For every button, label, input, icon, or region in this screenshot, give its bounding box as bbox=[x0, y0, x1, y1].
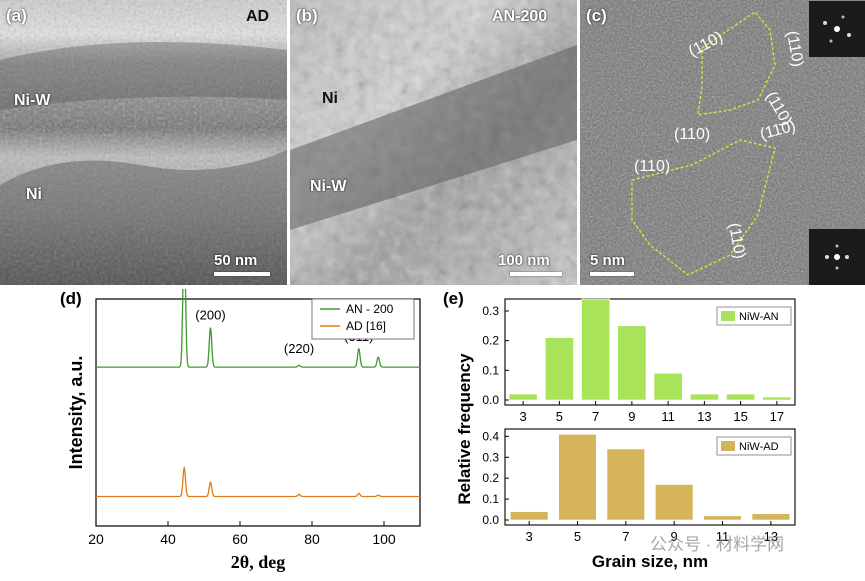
hist-x-tick-label: 3 bbox=[526, 529, 533, 544]
hrtem-image: (c) (110) (110) (110) (110) (110) (110) … bbox=[580, 0, 865, 285]
panel-a-scale-bar bbox=[214, 272, 270, 276]
hist-bar-an bbox=[581, 298, 611, 401]
panel-b-layer-niw: Ni-W bbox=[310, 178, 347, 195]
fft-inset-top bbox=[808, 0, 865, 58]
panel-b-tag: AN-200 bbox=[492, 8, 548, 25]
panel-a-layer-niw: Ni-W bbox=[14, 92, 51, 109]
grain-size-histograms: 0.0 0.1 0.2 0.3 3 5 7 9 11 13 15 17 NiW-AN 0.0 0.1 0.2 0… bbox=[455, 298, 796, 571]
hist-y-tick-label: 0.4 bbox=[482, 429, 499, 443]
hist-bar-ad bbox=[703, 515, 742, 521]
xrd-x-tick-label: 60 bbox=[232, 531, 248, 547]
hist-y-tick-label: 0.1 bbox=[482, 363, 499, 377]
hist-y-tick-label: 0.1 bbox=[482, 492, 499, 506]
grain-outline-lower bbox=[631, 139, 776, 276]
panel-c-label: (c) bbox=[586, 6, 607, 25]
hist-bar-an bbox=[762, 396, 792, 401]
hist-x-tick-label: 3 bbox=[520, 409, 527, 424]
panel-a-label: (a) bbox=[6, 6, 27, 25]
xrd-peak-label: (200) bbox=[195, 308, 225, 323]
hist-y-tick-label: 0.3 bbox=[482, 450, 499, 464]
hist-bar-an bbox=[653, 372, 683, 401]
panel-a-tag: AD bbox=[246, 8, 270, 25]
hist-bar-an bbox=[689, 393, 719, 401]
panel-b-layer-ni: Ni bbox=[322, 90, 338, 107]
panel-c-scale-bar bbox=[590, 272, 634, 276]
xrd-x-axis-label: 2θ, deg bbox=[231, 552, 285, 572]
hist-legend-swatch-ad bbox=[721, 441, 735, 451]
hist-bar-ad bbox=[558, 433, 597, 521]
hist-x-tick-label: 5 bbox=[556, 409, 563, 424]
hist-bar-an bbox=[508, 393, 538, 401]
hist-bar-ad bbox=[510, 511, 549, 521]
xrd-peak-label: (220) bbox=[284, 341, 314, 356]
hist-y-tick-label: 0.3 bbox=[482, 304, 499, 318]
panel-b-scale-bar bbox=[510, 272, 562, 276]
panel-a-scale-label: 50 nm bbox=[214, 252, 258, 269]
hist-bar-ad bbox=[751, 513, 790, 521]
panel-a-layer-ni: Ni bbox=[26, 186, 42, 203]
hist-x-tick-label: 13 bbox=[764, 529, 778, 544]
hist-y-tick-label: 0.0 bbox=[482, 393, 499, 407]
hist-x-tick-label: 7 bbox=[622, 529, 629, 544]
xrd-legend-box bbox=[311, 298, 415, 340]
hist-y-axis-label: Relative frequency bbox=[455, 353, 474, 505]
panel-b-scale-label: 100 nm bbox=[498, 252, 550, 269]
grain-outline-upper bbox=[697, 11, 776, 116]
tem-micrograph-an200 bbox=[290, 0, 577, 285]
hkl-label-6: (110) bbox=[634, 158, 671, 175]
tem-micrograph-ad bbox=[0, 0, 287, 285]
hist-x-tick-label: 11 bbox=[661, 409, 675, 424]
tem-image-ad: (a) AD Ni-W Ni 50 nm bbox=[0, 0, 287, 285]
panel-e-label: (e) bbox=[443, 289, 464, 308]
xrd-legend-entry: AN - 200 bbox=[346, 302, 394, 316]
hist-legend-box-ad bbox=[716, 436, 792, 456]
hist-legend-entry-ad: NiW-AD bbox=[739, 441, 779, 453]
tem-image-an200: (b) AN-200 Ni Ni-W 100 nm bbox=[290, 0, 577, 285]
hist-frame-ad bbox=[504, 428, 796, 526]
xrd-x-tick-label: 20 bbox=[88, 531, 104, 547]
hist-bar-an bbox=[544, 337, 574, 401]
xrd-series-line-an200 bbox=[96, 289, 420, 368]
hist-x-tick-label: 15 bbox=[733, 409, 747, 424]
hist-y-tick-label: 0.2 bbox=[482, 471, 499, 485]
xrd-x-tick-label: 80 bbox=[304, 531, 320, 547]
fft-inset-bottom bbox=[808, 228, 865, 285]
hist-x-tick-label: 11 bbox=[716, 529, 730, 544]
hist-y-tick-label: 0.2 bbox=[482, 334, 499, 348]
hist-x-tick-label: 9 bbox=[628, 409, 635, 424]
watermark-text: 公众号 · 材料学网 bbox=[650, 535, 785, 554]
hist-legend-entry-an: NiW-AN bbox=[739, 311, 779, 323]
xrd-series-line-ad bbox=[96, 465, 420, 498]
hist-x-tick-label: 17 bbox=[770, 409, 784, 424]
xrd-legend-entry: AD [16] bbox=[346, 319, 386, 333]
hkl-label-4: (110) bbox=[674, 126, 711, 143]
hist-legend-swatch-an bbox=[721, 311, 735, 321]
xrd-plot-frame bbox=[95, 298, 421, 527]
hist-legend-box-an bbox=[716, 306, 792, 326]
panel-b-label: (b) bbox=[296, 6, 318, 25]
xrd-y-axis-label: Intensity, a.u. bbox=[66, 356, 86, 470]
hist-x-tick-label: 5 bbox=[574, 529, 581, 544]
hist-x-tick-label: 7 bbox=[592, 409, 599, 424]
hist-x-axis-label: Grain size, nm bbox=[592, 552, 708, 571]
xrd-x-tick-label: 100 bbox=[372, 531, 396, 547]
hist-bar-an bbox=[617, 325, 647, 401]
hist-bar-ad bbox=[606, 448, 645, 521]
panel-d-label: (d) bbox=[60, 289, 82, 308]
panel-c-scale-label: 5 nm bbox=[590, 252, 626, 269]
hist-x-tick-label: 9 bbox=[671, 529, 678, 544]
hist-bar-ad bbox=[655, 484, 694, 521]
hist-x-tick-label: 13 bbox=[697, 409, 711, 424]
xrd-x-tick-label: 40 bbox=[160, 531, 176, 547]
hist-frame-an bbox=[504, 298, 796, 406]
hist-bar-an bbox=[726, 393, 756, 401]
hist-y-tick-label: 0.0 bbox=[482, 513, 499, 527]
